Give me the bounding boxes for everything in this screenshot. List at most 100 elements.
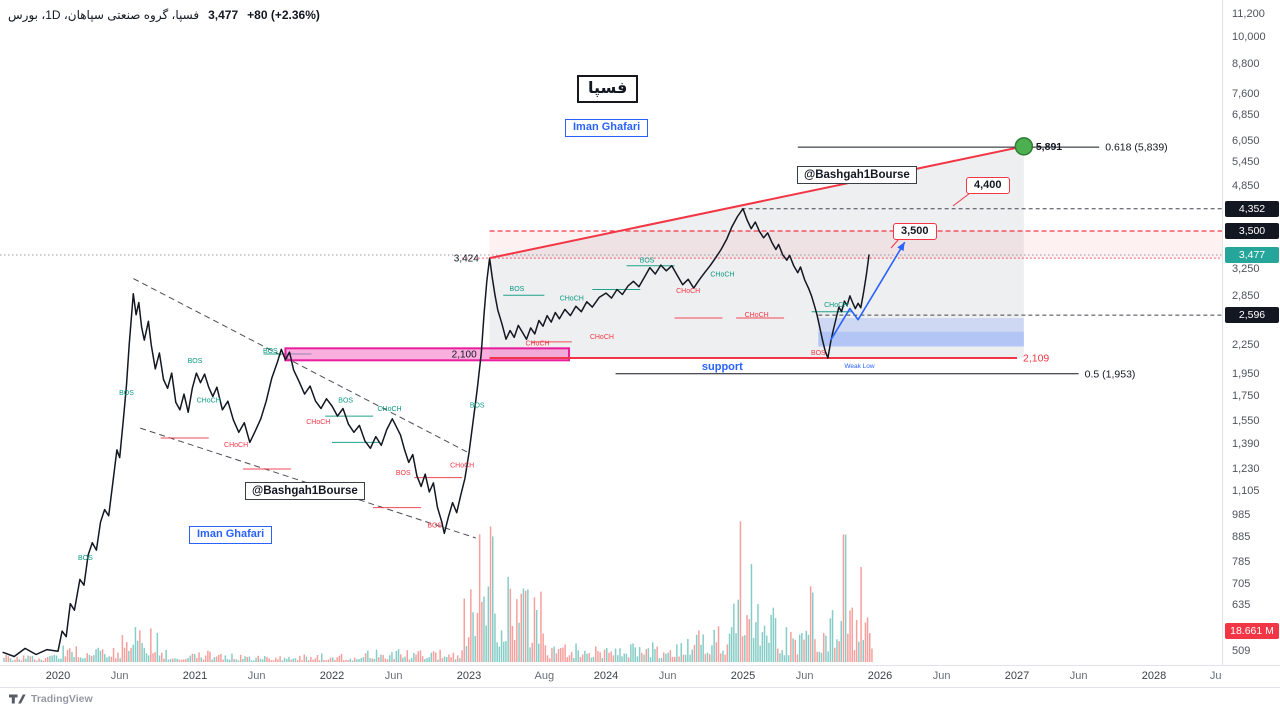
time-tick-label: 2024 (593, 670, 619, 682)
volume-bar (40, 659, 42, 662)
author-label-bottom-text: Iman Ghafari (197, 528, 265, 540)
volume-bar (638, 647, 641, 662)
time-axis[interactable]: 2020 Jun 2021 Jun 2022 Jun 2023 Aug 2024 Jun 2025 J… (0, 665, 1280, 688)
volume-bar (461, 650, 463, 662)
volume-bar (522, 588, 525, 662)
volume-bar (592, 657, 595, 662)
channel-label-bottom[interactable]: @Bashgah1Bourse (245, 482, 365, 501)
chart-pane[interactable]: 0.618 (5,839) 0.5 (1,953) support 2,109 Weak… (0, 0, 1222, 665)
volume-bar (369, 658, 371, 662)
volume-bar (809, 586, 812, 662)
volume-bar (189, 655, 191, 662)
price-line[interactable] (2, 207, 870, 658)
smc-label: BOS (427, 523, 442, 530)
volume-bar (748, 619, 750, 662)
volume-bar (790, 631, 792, 662)
volume-bar (272, 660, 275, 662)
volume-bar (744, 635, 746, 662)
price-callout-4400-text: 4,400 (974, 179, 1002, 191)
volume-bar (141, 642, 143, 662)
volume-bar (340, 654, 343, 662)
wedge-upper-dashed[interactable] (133, 278, 470, 454)
channel-label-top[interactable]: @Bashgah1Bourse (797, 166, 917, 185)
volume-bar (101, 649, 104, 662)
volume-bars (3, 521, 873, 662)
time-tick-label: 2023 (456, 670, 482, 682)
volume-bar (88, 655, 91, 662)
volume-bar (871, 648, 873, 662)
time-tick-label: Jun (384, 670, 403, 682)
volume-bar (698, 630, 700, 662)
volume-bar (787, 655, 790, 662)
time-tick-label: 2028 (1141, 670, 1167, 682)
volume-bar (465, 646, 468, 662)
volume-bar (858, 641, 860, 662)
volume-bar (724, 654, 726, 662)
volume-bar (283, 657, 286, 662)
volume-bar (362, 657, 365, 662)
volume-bar (95, 649, 97, 662)
projection-line[interactable] (830, 241, 906, 341)
ticker-text-callout[interactable]: فسپا (577, 75, 639, 103)
volume-bar (463, 598, 465, 662)
volume-bar (187, 658, 189, 662)
volume-bar (353, 657, 356, 662)
trendline-target-circle[interactable] (1014, 137, 1034, 156)
volume-bar (270, 660, 273, 662)
price-tick-label: 2,850 (1232, 289, 1260, 302)
accumulation-box[interactable] (284, 347, 571, 362)
volume-bar (794, 639, 796, 662)
tradingview-wordmark[interactable]: TradingView (31, 692, 93, 705)
smc-label: CHoCH (224, 442, 248, 449)
volume-bar (305, 656, 308, 662)
volume-bar (404, 656, 406, 662)
volume-bar (588, 653, 590, 662)
volume-bar (198, 652, 200, 662)
volume-bar (22, 655, 25, 662)
volume-bar (511, 625, 514, 662)
author-label-top[interactable]: Iman Ghafari (565, 119, 649, 137)
volume-bar (275, 657, 277, 662)
symbol-legend[interactable]: فسپا، گروه صنعتی سپاهان، 1D، بورس 3,477 … (8, 8, 320, 22)
volume-bar (318, 660, 321, 662)
trendline[interactable] (489, 145, 1025, 260)
volume-bar (79, 657, 82, 662)
volume-bar (248, 656, 251, 662)
price-callout-4400[interactable]: 4,400 (966, 177, 1010, 194)
price-tick-label: 10,000 (1232, 31, 1266, 44)
price-tick-label: 1,105 (1232, 485, 1260, 498)
smc-label: CHoCH (450, 462, 474, 469)
price-axis[interactable]: 11,200 10,000 8,800 7,600 6,850 6,050 5,450 4,8… (1222, 0, 1280, 665)
volume-bar (215, 656, 218, 662)
volume-bar (779, 653, 781, 662)
wedge-lower-dashed[interactable] (140, 427, 477, 539)
volume-bar (121, 635, 124, 662)
blue-band-upper[interactable] (818, 318, 1024, 332)
volume-bar (417, 651, 419, 662)
volume-bar (713, 629, 715, 662)
volume-bar (356, 659, 358, 662)
volume-bar (866, 617, 869, 662)
volume-bar (448, 654, 450, 662)
volume-bar (220, 654, 222, 662)
volume-bar (750, 563, 753, 662)
tradingview-logo-icon[interactable] (9, 693, 26, 705)
volume-bar (695, 634, 698, 662)
volume-bar (619, 648, 621, 662)
price-callout-3500[interactable]: 3,500 (893, 223, 937, 240)
author-label-bottom[interactable]: Iman Ghafari (189, 526, 273, 544)
volume-bar (805, 630, 807, 662)
volume-bar (770, 615, 772, 662)
label-2109: 2,109 (1023, 352, 1049, 364)
supply-zone[interactable] (489, 231, 1222, 259)
volume-bar (264, 656, 266, 662)
volume-bar (14, 659, 16, 662)
volume-bar (551, 647, 553, 662)
price-tick-label: 1,950 (1232, 368, 1260, 381)
volume-bar (827, 651, 829, 662)
legend-change: +80 (+2.36%) (247, 8, 320, 22)
label-2100: 2,100 (452, 349, 477, 360)
volume-bar (327, 659, 330, 662)
blue-band-lower[interactable] (818, 331, 1024, 347)
volume-bar (781, 650, 783, 662)
